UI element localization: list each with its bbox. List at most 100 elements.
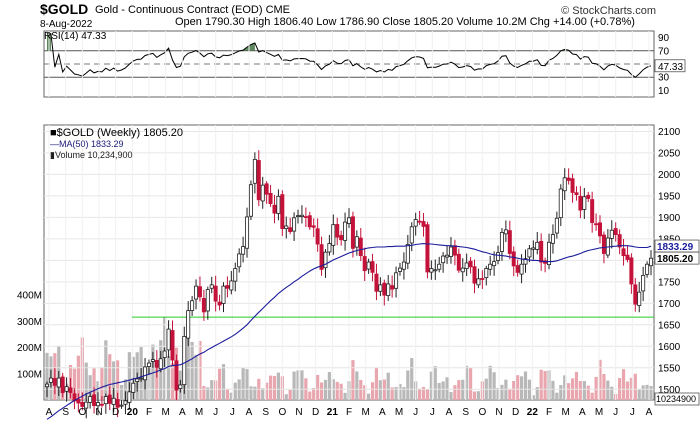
volume-bar	[355, 371, 359, 400]
candle-body	[76, 398, 81, 404]
legend-volume-text: Volume 10,234,900	[54, 150, 133, 160]
candle-body	[390, 285, 395, 290]
month-label: J	[413, 407, 418, 418]
quote-line: Open 1790.30 High 1806.40 Low 1786.90 Cl…	[175, 16, 635, 28]
month-label: S	[462, 407, 469, 418]
volume-bar	[633, 373, 637, 400]
candle-body	[547, 241, 552, 266]
candle-body	[331, 224, 336, 246]
volume-bar	[104, 340, 108, 400]
volume-bar	[76, 355, 80, 400]
candle-body	[323, 251, 328, 269]
candle-body	[343, 221, 348, 241]
volume-bar	[363, 385, 367, 400]
candle-body	[586, 194, 591, 199]
candle-body	[221, 285, 226, 304]
volume-bar	[610, 386, 614, 400]
candle-body	[448, 246, 453, 257]
candle-body	[209, 284, 214, 289]
volume-bar	[272, 376, 277, 400]
candle-body	[401, 261, 406, 270]
candle-body	[68, 387, 73, 394]
candle-body	[452, 245, 457, 256]
volume-bar	[567, 383, 571, 400]
volume-bar	[563, 375, 567, 400]
candle-body	[496, 252, 501, 261]
candle-body	[480, 278, 485, 280]
volume-tick-label: 300M	[17, 317, 42, 328]
month-label: J	[230, 407, 235, 418]
candle-body	[346, 217, 351, 224]
candle-body	[162, 350, 167, 358]
month-label: 20	[127, 407, 139, 418]
volume-bar	[476, 391, 481, 400]
volume-bar	[582, 381, 586, 400]
candle-body	[296, 215, 301, 218]
price-tick-label: 1550	[658, 363, 681, 374]
month-label: A	[446, 407, 453, 418]
volume-bar	[543, 371, 547, 400]
month-label: O	[278, 407, 286, 418]
candle-body	[574, 192, 579, 196]
volume-bar	[406, 370, 410, 400]
month-label: M	[561, 407, 569, 418]
volume-bar	[523, 371, 528, 400]
volume-bar	[500, 384, 504, 400]
rsi-tick-label: 30	[658, 73, 670, 84]
volume-bar	[343, 392, 347, 400]
candle-body	[625, 254, 630, 260]
volume-bar	[84, 362, 88, 400]
volume-bar	[461, 379, 465, 400]
candle-body	[645, 263, 650, 275]
candle-body	[488, 263, 493, 270]
rsi-tick-label: 90	[658, 33, 670, 44]
volume-bar	[649, 386, 653, 400]
candle-body	[88, 396, 93, 403]
instrument-name: Gold - Continuous Contract (EOD) CME	[95, 4, 290, 16]
candle-body	[484, 268, 489, 279]
volume-bar	[92, 368, 96, 400]
volume-bar	[578, 381, 583, 400]
candle-body	[472, 266, 477, 284]
quote-date: 8-Aug-2022	[40, 19, 93, 30]
volume-bar	[225, 388, 230, 400]
candle-body	[425, 224, 430, 273]
rsi-current-tag: 47.33	[658, 62, 683, 73]
candle-body	[150, 359, 155, 362]
rsi-overbought-fill	[250, 42, 255, 51]
legend-ma-text: MA(50) 1833.29	[59, 139, 124, 149]
month-label: 21	[327, 407, 339, 418]
candle-body	[248, 184, 253, 217]
volume-bar	[190, 341, 194, 400]
candle-body	[276, 195, 281, 214]
volume-bar	[265, 382, 269, 400]
volume-current-tag: 10234900	[656, 394, 696, 404]
volume-bar	[339, 383, 343, 400]
volume-bar	[229, 392, 233, 400]
month-label: A	[179, 407, 186, 418]
candle-body	[523, 258, 528, 265]
candle-body	[190, 300, 195, 311]
month-label: 22	[527, 407, 539, 418]
volume-current-tag-box	[654, 392, 700, 406]
candle-body	[311, 225, 316, 228]
price-tick-label: 1600	[658, 342, 681, 353]
candle-body	[629, 257, 634, 285]
volume-bar	[390, 387, 394, 400]
month-label: J	[613, 407, 618, 418]
legend-ma: —MA(50) 1833.29	[50, 139, 124, 149]
month-label: A	[579, 407, 586, 418]
volume-bar	[206, 387, 210, 400]
candle-body	[205, 289, 210, 312]
month-label: O	[78, 407, 86, 418]
candle-body	[139, 377, 144, 380]
candle-body	[268, 192, 273, 205]
candle-body	[558, 188, 563, 219]
volume-bar	[417, 388, 422, 400]
candle-body	[649, 257, 654, 267]
volume-bar	[327, 372, 331, 400]
volume-bar	[590, 392, 594, 400]
rsi-label: RSI(14) 47.33	[44, 31, 107, 42]
candle-body	[146, 362, 151, 367]
month-label: N	[295, 407, 302, 418]
